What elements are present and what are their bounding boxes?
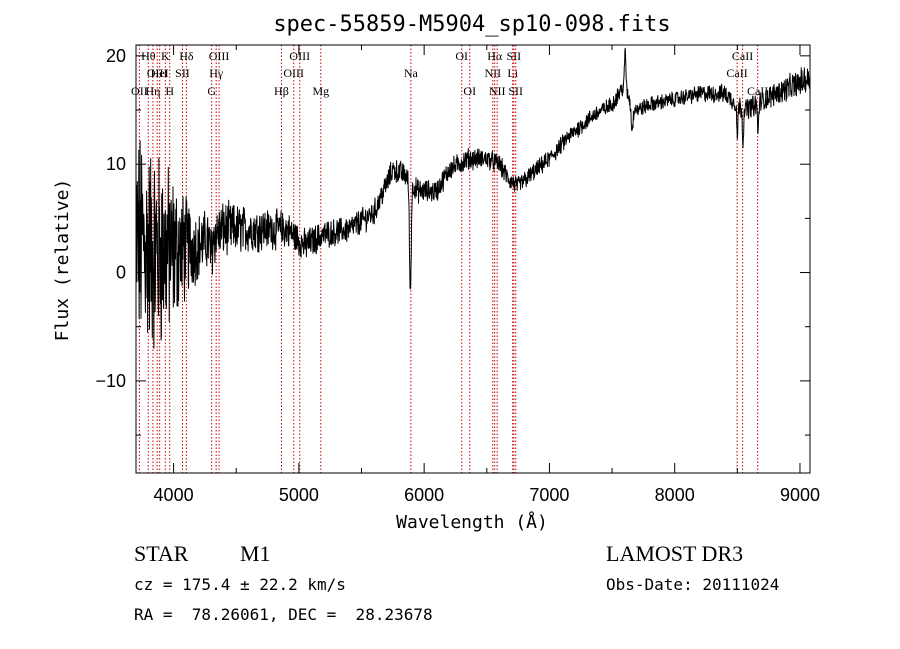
line-label: NII	[484, 66, 501, 80]
x-axis-label: Wavelength (Å)	[396, 511, 548, 533]
line-label: Hγ	[209, 66, 224, 80]
line-label: CaII	[726, 66, 747, 80]
line-label: OI	[455, 49, 468, 63]
line-label: OIII	[283, 66, 304, 80]
y-axis-label: Flux (relative)	[52, 179, 73, 342]
x-tick-label: 6000	[404, 485, 444, 505]
chart-title: spec-55859-M5904_sp10-098.fits	[273, 12, 670, 37]
x-tick-label: 9000	[780, 485, 820, 505]
x-tick-label: 5000	[279, 485, 319, 505]
line-label: SII	[508, 84, 523, 98]
y-tick-label: 20	[106, 46, 126, 66]
line-label: K	[161, 49, 170, 63]
line-label: Hθ	[141, 49, 156, 63]
coordinates: RA = 78.26061, DEC = 28.23678	[134, 605, 433, 624]
redshift-value: cz = 175.4 ± 22.2 km/s	[134, 575, 346, 594]
line-label: SII	[175, 66, 190, 80]
line-label: G	[207, 84, 216, 98]
line-label: OIII	[209, 49, 230, 63]
line-label: H	[165, 84, 174, 98]
y-tick-label: 0	[116, 263, 126, 283]
axes: 4000 5000 6000 7000 8000 9000 −10 0 10 20	[95, 45, 820, 505]
line-label: OIII	[147, 66, 168, 80]
line-label: CaII	[747, 84, 768, 98]
x-tick-label: 4000	[154, 485, 194, 505]
y-tick-label: 10	[106, 154, 126, 174]
x-tick-label: 7000	[529, 485, 569, 505]
line-label: Hα	[487, 49, 503, 63]
line-label: SII	[507, 49, 522, 63]
line-label: OIII	[289, 49, 310, 63]
line-label: HeI	[151, 66, 169, 80]
object-subclass: M1	[240, 541, 271, 566]
line-label: Li	[507, 66, 518, 80]
line-label: CaII	[732, 49, 753, 63]
line-label: Na	[404, 66, 419, 80]
line-label: NII	[489, 84, 506, 98]
line-label: Mg	[312, 84, 329, 98]
line-label: Hη	[145, 84, 160, 98]
line-label: Hβ	[274, 84, 289, 98]
line-label: OI	[463, 84, 476, 98]
observation-date: Obs-Date: 20111024	[606, 575, 779, 594]
spectrum-line	[135, 47, 811, 349]
survey-name: LAMOST DR3	[606, 541, 743, 566]
spectrum-series	[135, 47, 811, 349]
line-label: Hδ	[179, 49, 194, 63]
y-tick-label: −10	[95, 371, 126, 391]
emission-line-markers: OIIHθHηOIIIHeIKHSIIHδGHγOIIIHβOIIIOIIIMg…	[131, 45, 768, 473]
plot-frame	[135, 44, 811, 474]
object-class: STAR	[134, 541, 189, 566]
line-label: OII	[131, 84, 148, 98]
x-tick-label: 8000	[655, 485, 695, 505]
